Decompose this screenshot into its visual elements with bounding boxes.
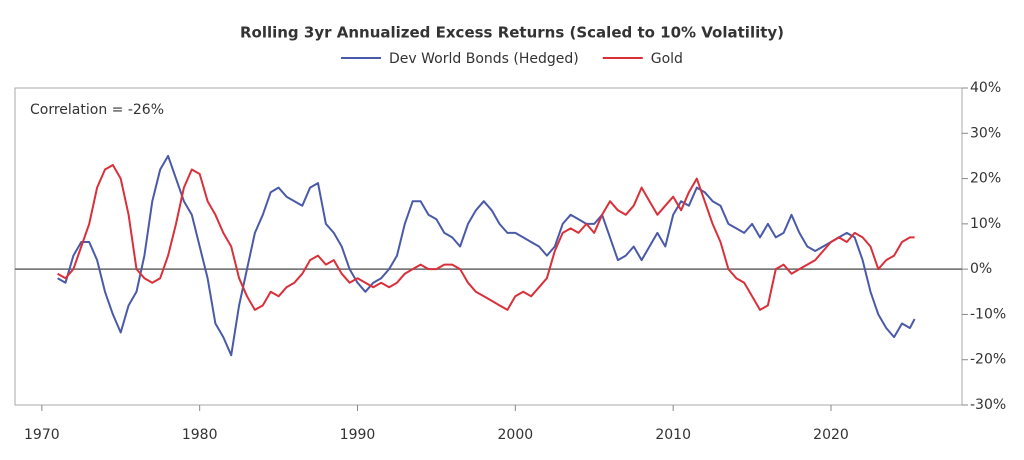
legend-label: Gold [651, 51, 683, 67]
annotation: Correlation = -26% [30, 102, 164, 118]
y-tick-label: 20% [970, 171, 1001, 187]
y-tick-label: 10% [970, 216, 1001, 232]
series-line [57, 164, 915, 311]
legend-label: Dev World Bonds (Hedged) [389, 51, 579, 67]
y-tick-label: 40% [970, 80, 1001, 96]
x-tick-label: 1980 [182, 427, 218, 443]
y-tick-label: -30% [970, 397, 1006, 413]
x-tick-label: 2020 [813, 427, 849, 443]
x-tick-label: 2000 [498, 427, 534, 443]
y-tick-label: 30% [970, 125, 1001, 141]
x-tick-label: 1970 [24, 427, 60, 443]
series-line [57, 154, 916, 357]
x-tick-label: 2010 [655, 427, 691, 443]
y-tick-label: -20% [970, 352, 1006, 368]
y-tick-label: 0% [970, 261, 992, 277]
chart-title: Rolling 3yr Annualized Excess Returns (S… [240, 24, 784, 42]
plot-frame [14, 87, 963, 406]
y-tick-label: -10% [970, 306, 1006, 322]
x-tick-label: 1990 [340, 427, 376, 443]
